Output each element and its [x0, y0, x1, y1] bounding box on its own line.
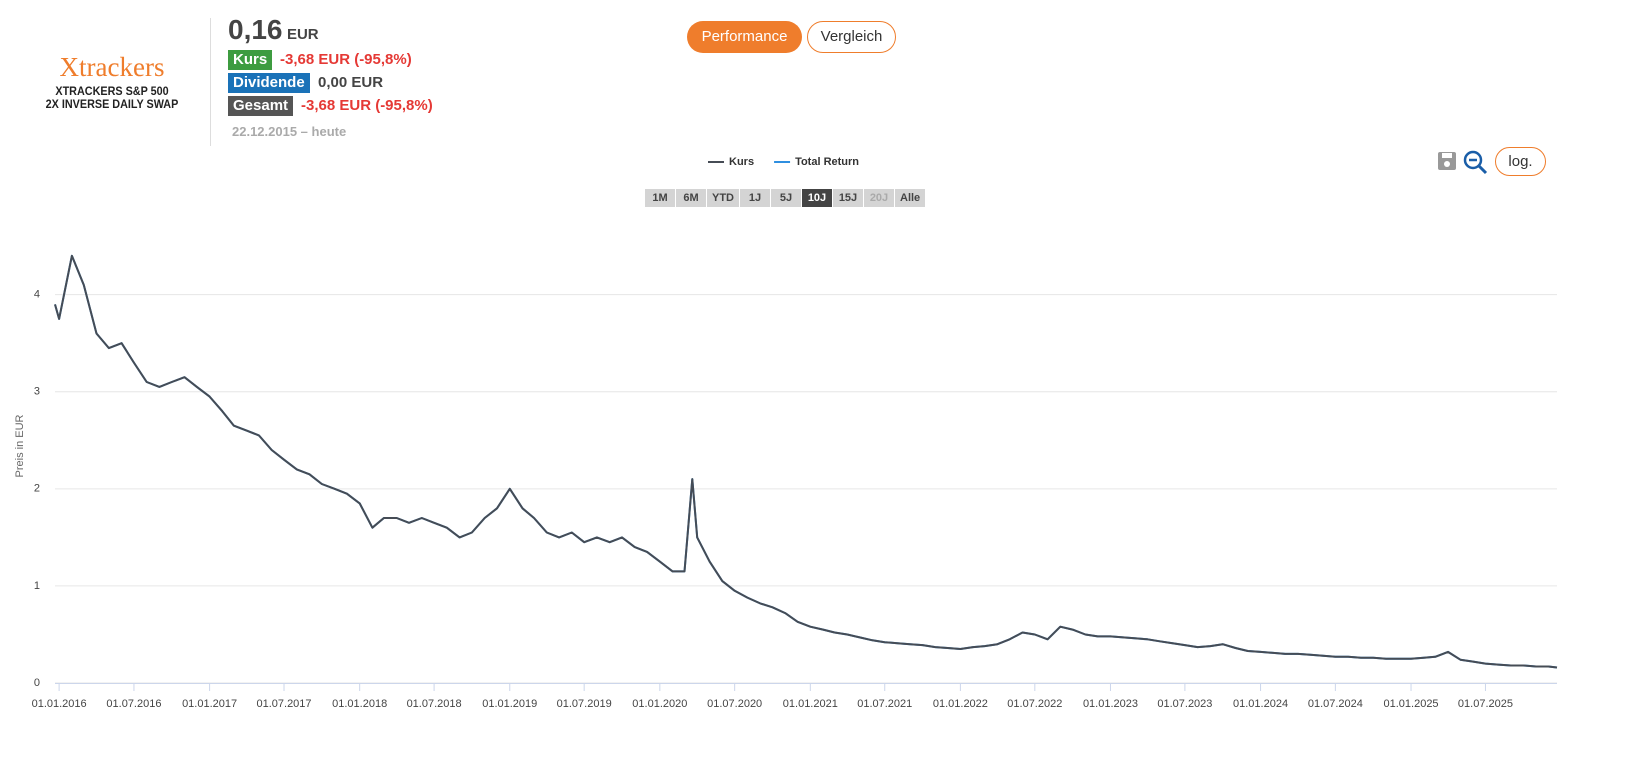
- x-tick-label: 01.01.2023: [1083, 698, 1138, 710]
- x-tick-label: 01.01.2018: [332, 698, 387, 710]
- badge: Dividende: [228, 73, 310, 93]
- range-button[interactable]: 5J: [771, 189, 801, 207]
- log-button[interactable]: log.: [1495, 147, 1546, 176]
- x-tick-label: 01.07.2016: [106, 698, 161, 710]
- y-tick-label: 2: [34, 483, 40, 495]
- fund-name: XTRACKERS S&P 500: [55, 84, 169, 98]
- badge: Gesamt: [228, 96, 294, 116]
- x-tick-label: 01.07.2023: [1157, 698, 1212, 710]
- x-tick-label: 01.01.2024: [1233, 698, 1288, 710]
- range-button[interactable]: YTD: [707, 189, 739, 207]
- save-icon[interactable]: [1438, 152, 1456, 170]
- period: 22.12.2015 – heute: [232, 124, 347, 139]
- divider: [210, 18, 211, 146]
- range-button: 20J: [864, 189, 894, 207]
- row-value: -3,68 EUR (-95,8%): [301, 97, 433, 114]
- legend-label: Kurs: [729, 156, 754, 168]
- x-tick-label: 01.07.2017: [256, 698, 311, 710]
- range-button[interactable]: 1M: [645, 189, 675, 207]
- x-tick-label: 01.01.2025: [1384, 698, 1439, 710]
- row-value: 0,00 EUR: [318, 74, 384, 91]
- legend: Kurs Total Return: [708, 156, 859, 168]
- x-tick-label: 01.01.2022: [933, 698, 988, 710]
- x-tick-label: 01.01.2021: [783, 698, 838, 710]
- legend-label: Total Return: [795, 156, 859, 168]
- row-value: -3,68 EUR (-95,8%): [280, 51, 412, 68]
- x-tick-label: 01.07.2020: [707, 698, 762, 710]
- x-tick-label: 01.07.2019: [557, 698, 612, 710]
- range-button[interactable]: 1J: [740, 189, 770, 207]
- price: 0,16: [228, 14, 283, 45]
- y-axis-label: Preis in EUR: [14, 414, 26, 477]
- y-tick-label: 3: [34, 386, 40, 398]
- badge: Kurs: [228, 50, 273, 70]
- range-button[interactable]: 6M: [676, 189, 706, 207]
- x-tick-label: 01.01.2017: [182, 698, 237, 710]
- x-tick-label: 01.07.2024: [1308, 698, 1363, 710]
- performance-button[interactable]: Performance: [687, 21, 802, 53]
- range-button[interactable]: 15J: [833, 189, 863, 207]
- x-tick-label: 01.07.2025: [1458, 698, 1513, 710]
- line-series: [54, 254, 1558, 669]
- fund-name: 2X INVERSE DAILY SWAP: [45, 97, 179, 111]
- x-tick-label: 01.01.2020: [632, 698, 687, 710]
- range-button[interactable]: Alle: [895, 189, 926, 207]
- x-tick-label: 01.07.2021: [857, 698, 912, 710]
- x-tick-label: 01.01.2019: [482, 698, 537, 710]
- currency: EUR: [286, 26, 319, 43]
- y-tick-label: 4: [34, 289, 40, 301]
- toolbar-icons: [1438, 150, 1488, 175]
- y-tick-label: 0: [34, 677, 40, 689]
- x-tick-label: 01.01.2016: [32, 698, 87, 710]
- x-tick-label: 01.07.2022: [1007, 698, 1062, 710]
- x-tick-label: 01.07.2018: [407, 698, 462, 710]
- range-button[interactable]: 10J: [802, 189, 832, 207]
- logo: Xtrackers: [59, 52, 165, 82]
- price-block: 0,16 EUR: [228, 14, 319, 46]
- compare-button[interactable]: Vergleich: [807, 21, 896, 53]
- y-tick-label: 1: [34, 580, 40, 592]
- zoom-out-icon[interactable]: [1463, 150, 1488, 175]
- range-buttons: 1M 6M YTD 1J 5J 10J 15J 20J Alle: [645, 189, 926, 207]
- line-series: [54, 254, 1558, 669]
